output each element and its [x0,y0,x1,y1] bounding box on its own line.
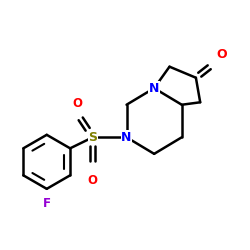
Text: O: O [72,97,83,110]
Text: O: O [216,48,227,61]
Text: S: S [88,131,97,144]
Text: N: N [149,82,159,95]
Text: F: F [43,198,51,210]
Text: N: N [121,131,132,144]
Text: O: O [88,174,98,187]
